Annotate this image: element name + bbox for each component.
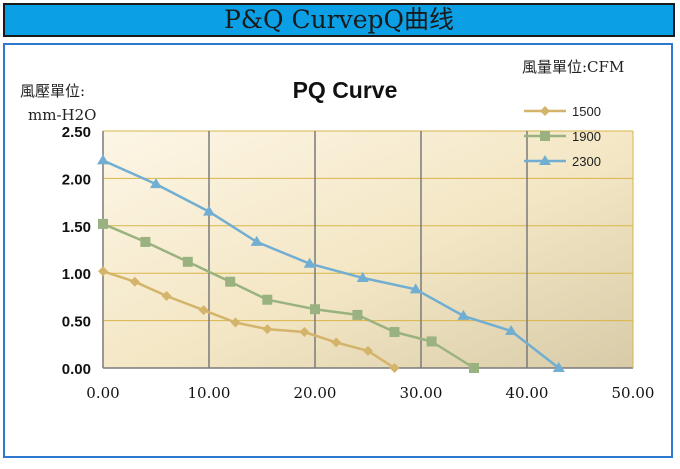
legend: 1500 1900 2300 [524,104,601,169]
y-tick-label: 0.00 [62,361,91,378]
data-point [161,290,172,301]
data-point [426,336,437,347]
data-point [331,337,342,348]
y-tick-label: 2.50 [62,124,91,141]
legend-marker [540,106,550,116]
x-tick-label: 10.00 [188,384,231,402]
series-line [102,270,396,370]
legend-entry-2300: 2300 [524,154,601,169]
data-point [129,276,140,287]
plot-area [103,131,633,368]
y-tick-label: 0.50 [62,314,91,331]
legend-entry-1500: 1500 [524,104,601,119]
series-1900 [98,218,479,373]
chart-title: PQ Curve [293,77,398,103]
data-point [505,325,518,336]
data-point [262,294,273,305]
data-point [140,236,151,247]
data-point [552,362,565,372]
axes [102,131,634,369]
data-point [303,257,316,268]
banner-title: P&Q CurvepQ曲线 [223,5,455,34]
data-point [98,218,108,229]
series-line [102,222,475,370]
data-point [182,256,193,267]
legend-marker [539,155,551,165]
data-point [250,235,263,246]
legend-label: 1900 [572,129,601,144]
data-point [299,326,310,337]
data-point [198,305,209,316]
data-point [203,205,215,216]
series-2300 [97,154,565,372]
data-point [352,309,363,320]
data-point [356,271,369,282]
legend-marker [540,131,550,141]
y-axis-label-line1: 風壓單位: [20,82,85,100]
data-point [409,283,422,294]
y-tick-label: 2.00 [62,171,91,188]
data-point [469,363,479,373]
y-axis-label-line2: mm-H2O [28,106,96,124]
legend-label: 1500 [572,104,601,119]
data-point [225,276,236,287]
data-point [363,345,373,356]
x-tick-label: 50.00 [612,384,655,402]
x-axis-label: 風量單位:CFM [522,58,624,76]
series-1500 [98,266,400,373]
x-tick-label: 20.00 [294,384,337,402]
y-tick-label: 1.50 [62,219,91,236]
series-line [102,159,560,369]
data-point [230,317,241,328]
x-tick-label: 0.00 [86,384,119,402]
series-group [97,154,565,373]
data-point [150,178,162,189]
x-tick-label: 30.00 [400,384,443,402]
data-point [310,304,320,315]
data-point [98,266,108,277]
data-point [389,326,400,337]
data-point [389,363,400,373]
page-banner: P&Q CurvepQ曲线 [3,3,675,37]
x-tick-label: 40.00 [506,384,549,402]
data-point [457,309,470,320]
y-tick-label: 1.00 [62,266,91,283]
legend-label: 2300 [572,154,601,169]
legend-entry-1900: 1900 [524,129,601,144]
data-point [262,324,273,335]
data-point [97,154,109,165]
tick-labels: 0.00 0.50 1.00 1.50 2.00 2.50 0.00 10.00 20.00 30… [62,124,655,402]
